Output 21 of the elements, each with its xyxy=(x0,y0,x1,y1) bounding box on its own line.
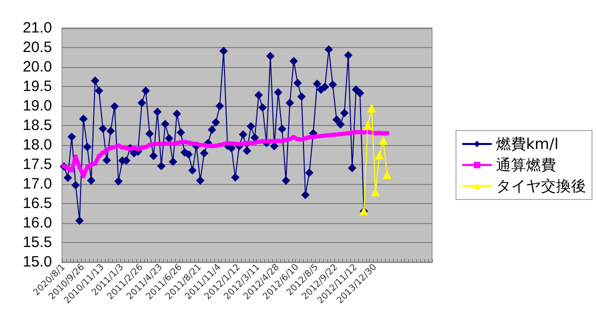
point xyxy=(364,122,372,130)
point xyxy=(383,171,392,180)
y-tick-label: 17.0 xyxy=(22,176,52,192)
y-tick-label: 17.5 xyxy=(22,156,52,173)
point xyxy=(375,152,384,160)
y-tick-label: 19.5 xyxy=(22,78,52,95)
y-tick-label: 15.5 xyxy=(22,234,52,251)
y-tick-label: 16.5 xyxy=(22,195,52,212)
legend-label: 通算燃費 xyxy=(496,156,556,174)
y-tick-label: 19.0 xyxy=(22,98,52,114)
point xyxy=(379,136,388,145)
y-tick-label: 21.0 xyxy=(22,20,52,36)
legend-label: タイヤ交換後 xyxy=(496,177,586,195)
y-tick-label: 20.5 xyxy=(22,39,52,56)
point xyxy=(368,104,376,112)
legend-label: 燃費km/l xyxy=(496,135,559,153)
point xyxy=(372,188,380,196)
y-tick-label: 16.0 xyxy=(22,214,52,232)
y-tick-label: 20.0 xyxy=(22,58,52,76)
y-tick-label: 18.5 xyxy=(22,117,52,134)
y-tick-label: 18.0 xyxy=(22,136,52,154)
